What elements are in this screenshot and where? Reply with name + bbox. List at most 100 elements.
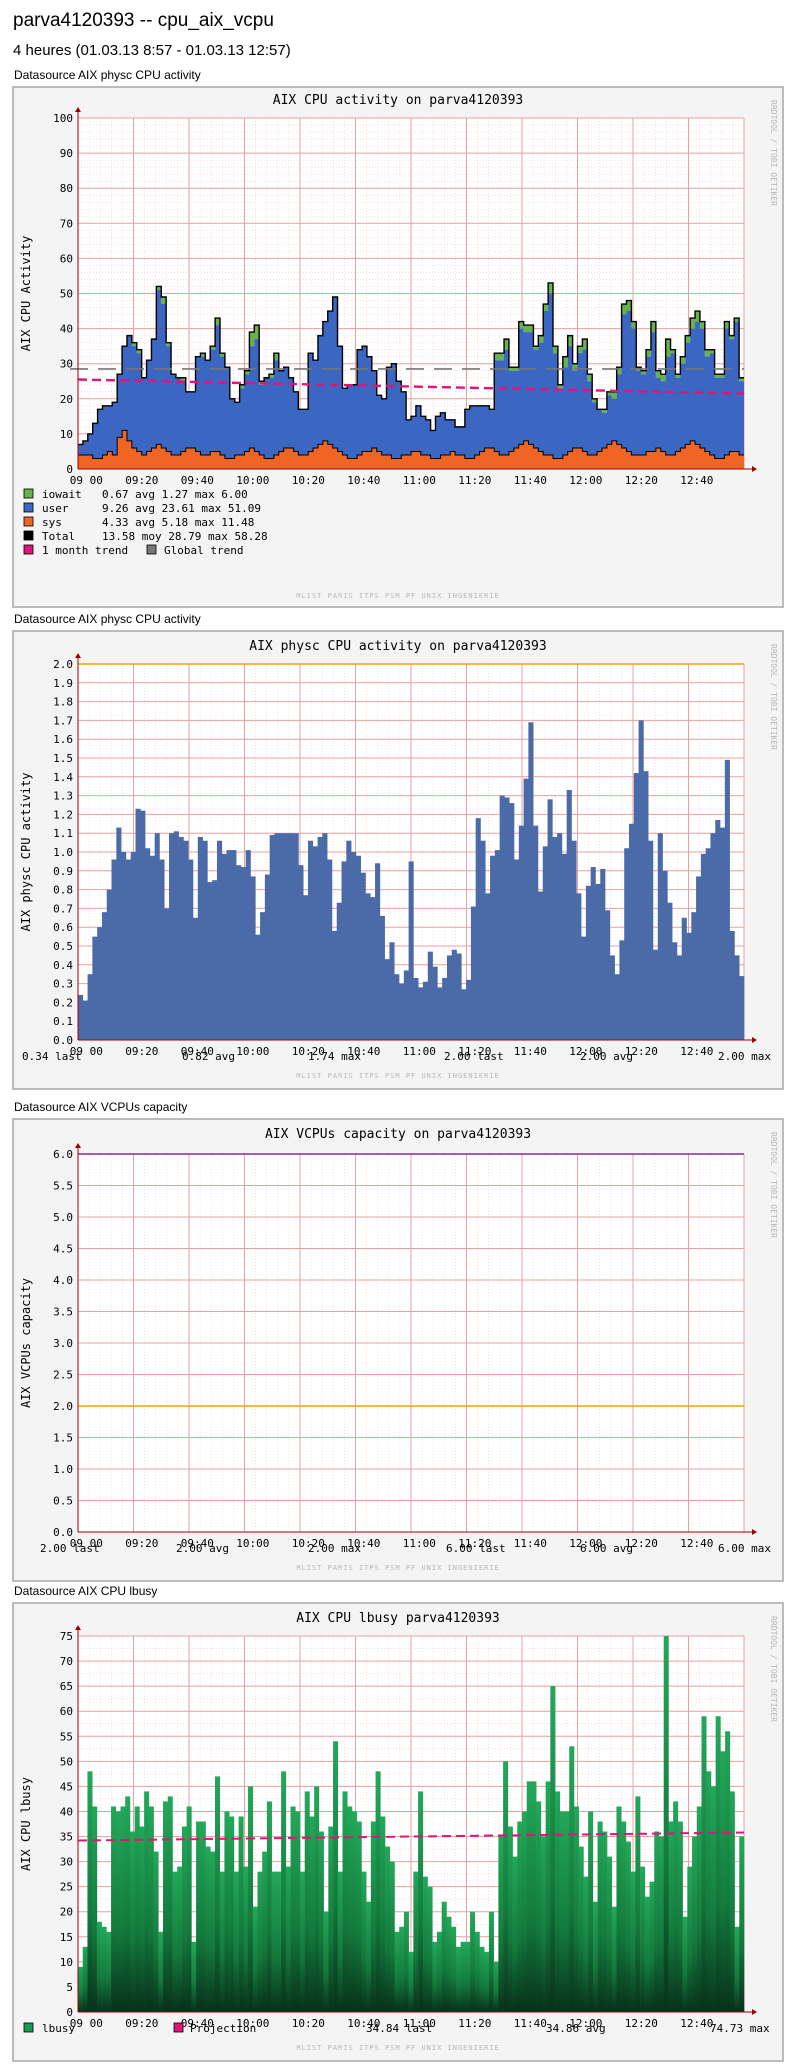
- lbusy-bar: [181, 1826, 187, 2012]
- y-tick-label: 80: [60, 182, 73, 195]
- x-tick-label: 10:00: [236, 1045, 269, 1058]
- summary-value: 34.86 avg: [546, 2022, 606, 2035]
- lbusy-bar: [465, 1941, 471, 2012]
- x-axis-arrow: [752, 1037, 757, 1043]
- physc-bar: [327, 859, 333, 1040]
- lbusy-bar: [715, 1716, 721, 2012]
- lbusy-bar: [706, 1771, 712, 2012]
- lbusy-bar: [422, 1876, 428, 2012]
- lbusy-bar: [507, 1826, 513, 2012]
- lbusy-bar: [385, 1846, 391, 2012]
- lbusy-bar: [281, 1771, 287, 2012]
- physc-bar: [394, 974, 400, 1040]
- lbusy-bar: [238, 1816, 244, 2012]
- legend-swatch-projection: [173, 2022, 184, 2033]
- legend-name-sys: sys: [42, 516, 62, 529]
- lbusy-bar: [314, 1786, 320, 2012]
- x-tick-label: 09 00: [70, 2017, 103, 2030]
- physc-bar: [322, 833, 328, 1040]
- y-tick-label: 50: [60, 288, 73, 301]
- lbusy-bar: [588, 1811, 594, 2012]
- lbusy-bar: [479, 1946, 485, 2012]
- y-axis-label: AIX CPU lbusy: [19, 1777, 33, 1871]
- physc-bar: [365, 893, 371, 1040]
- physc-bar: [715, 820, 721, 1040]
- physc-bar: [183, 840, 189, 1040]
- x-tick-label: 10:00: [236, 2017, 269, 2030]
- lbusy-bar: [200, 1821, 206, 2012]
- lbusy-bar: [739, 1836, 745, 2012]
- summary-value: 1.74 max: [308, 1050, 361, 1063]
- lbusy-bar: [446, 1916, 452, 2012]
- physc-bar: [78, 994, 84, 1040]
- y-tick-label: 1.0: [53, 846, 73, 859]
- physc-bar: [542, 846, 548, 1040]
- physc-bar: [173, 831, 179, 1040]
- lbusy-bar: [710, 1786, 716, 2012]
- x-tick-label: 11:00: [403, 1045, 436, 1058]
- lbusy-bar: [271, 1871, 277, 2012]
- legend-name-global-trend: Global trend: [164, 544, 243, 557]
- footer-credit: MLIST PARIS ITPS PSM PF UNIX INGENIERIE: [296, 592, 499, 600]
- legend-stats-user: 9.26 avg 23.61 max 51.09: [102, 502, 261, 515]
- lbusy-bar: [318, 1831, 324, 2012]
- physc-bar: [379, 915, 385, 1040]
- lbusy-bar: [172, 1871, 178, 2012]
- physc-bar: [605, 910, 611, 1040]
- lbusy-bar: [361, 1871, 367, 2012]
- x-tick-label: 10:20: [292, 474, 325, 487]
- lbusy-bar: [290, 1806, 296, 2012]
- physc-bar: [633, 773, 639, 1040]
- physc-bar: [351, 852, 357, 1040]
- x-tick-label: 12:00: [569, 1045, 602, 1058]
- y-tick-label: 0.3: [53, 978, 73, 991]
- x-axis-arrow: [752, 1529, 757, 1535]
- summary-value: 2.00 max: [718, 1050, 771, 1063]
- y-tick-label: 100: [53, 112, 73, 125]
- lbusy-bar: [413, 1871, 419, 2012]
- x-tick-label: 10:40: [347, 1045, 380, 1058]
- lbusy-bar: [347, 1806, 353, 2012]
- x-tick-label: 12:20: [625, 1537, 658, 1550]
- y-tick-label: 50: [60, 1755, 73, 1768]
- x-tick-label: 12:20: [625, 474, 658, 487]
- lbusy-bar: [418, 1791, 424, 2012]
- y-tick-label: 20: [60, 393, 73, 406]
- physc-bar: [509, 803, 515, 1040]
- y-tick-label: 2.5: [53, 1369, 73, 1382]
- lbusy-bar: [351, 1811, 357, 2012]
- y-tick-label: 3.5: [53, 1306, 73, 1319]
- x-tick-label: 10:20: [292, 1537, 325, 1550]
- lbusy-bar: [328, 1826, 334, 2012]
- y-tick-label: 2.0: [53, 1400, 73, 1413]
- series-sys-area: [78, 430, 744, 469]
- y-tick-label: 20: [60, 1906, 73, 1919]
- physc-bar: [264, 874, 270, 1040]
- lbusy-bar: [106, 1931, 112, 2012]
- lbusy-bar: [644, 1896, 650, 2012]
- y-tick-label: 90: [60, 147, 73, 160]
- lbusy-bar: [427, 1886, 433, 2012]
- physc-bar: [499, 795, 505, 1040]
- x-tick-label: 09:40: [181, 1537, 214, 1550]
- physc-bar: [336, 902, 342, 1040]
- summary-value: 6.00 avg: [580, 1542, 633, 1555]
- y-tick-label: 0.1: [53, 1015, 73, 1028]
- physc-bar: [739, 976, 745, 1040]
- y-tick-label: 4.5: [53, 1243, 73, 1256]
- x-tick-label: 11:00: [403, 474, 436, 487]
- lbusy-bar: [257, 1871, 263, 2012]
- y-axis-arrow: [75, 1625, 81, 1630]
- lbusy-bar: [564, 1811, 570, 2012]
- lbusy-bar: [243, 1866, 249, 2012]
- physc-bar: [331, 930, 338, 1040]
- physc-bar: [130, 852, 136, 1040]
- physc-bar: [432, 966, 438, 1040]
- lbusy-bar: [583, 1876, 589, 2012]
- lbusy-bar: [399, 1926, 405, 2012]
- lbusy-bar: [96, 1921, 102, 2012]
- lbusy-bar: [120, 1806, 126, 2012]
- legend-name-month-trend: 1 month trend: [42, 544, 128, 557]
- y-axis-label: AIX CPU Activity: [19, 236, 33, 352]
- physc-bar: [514, 859, 520, 1040]
